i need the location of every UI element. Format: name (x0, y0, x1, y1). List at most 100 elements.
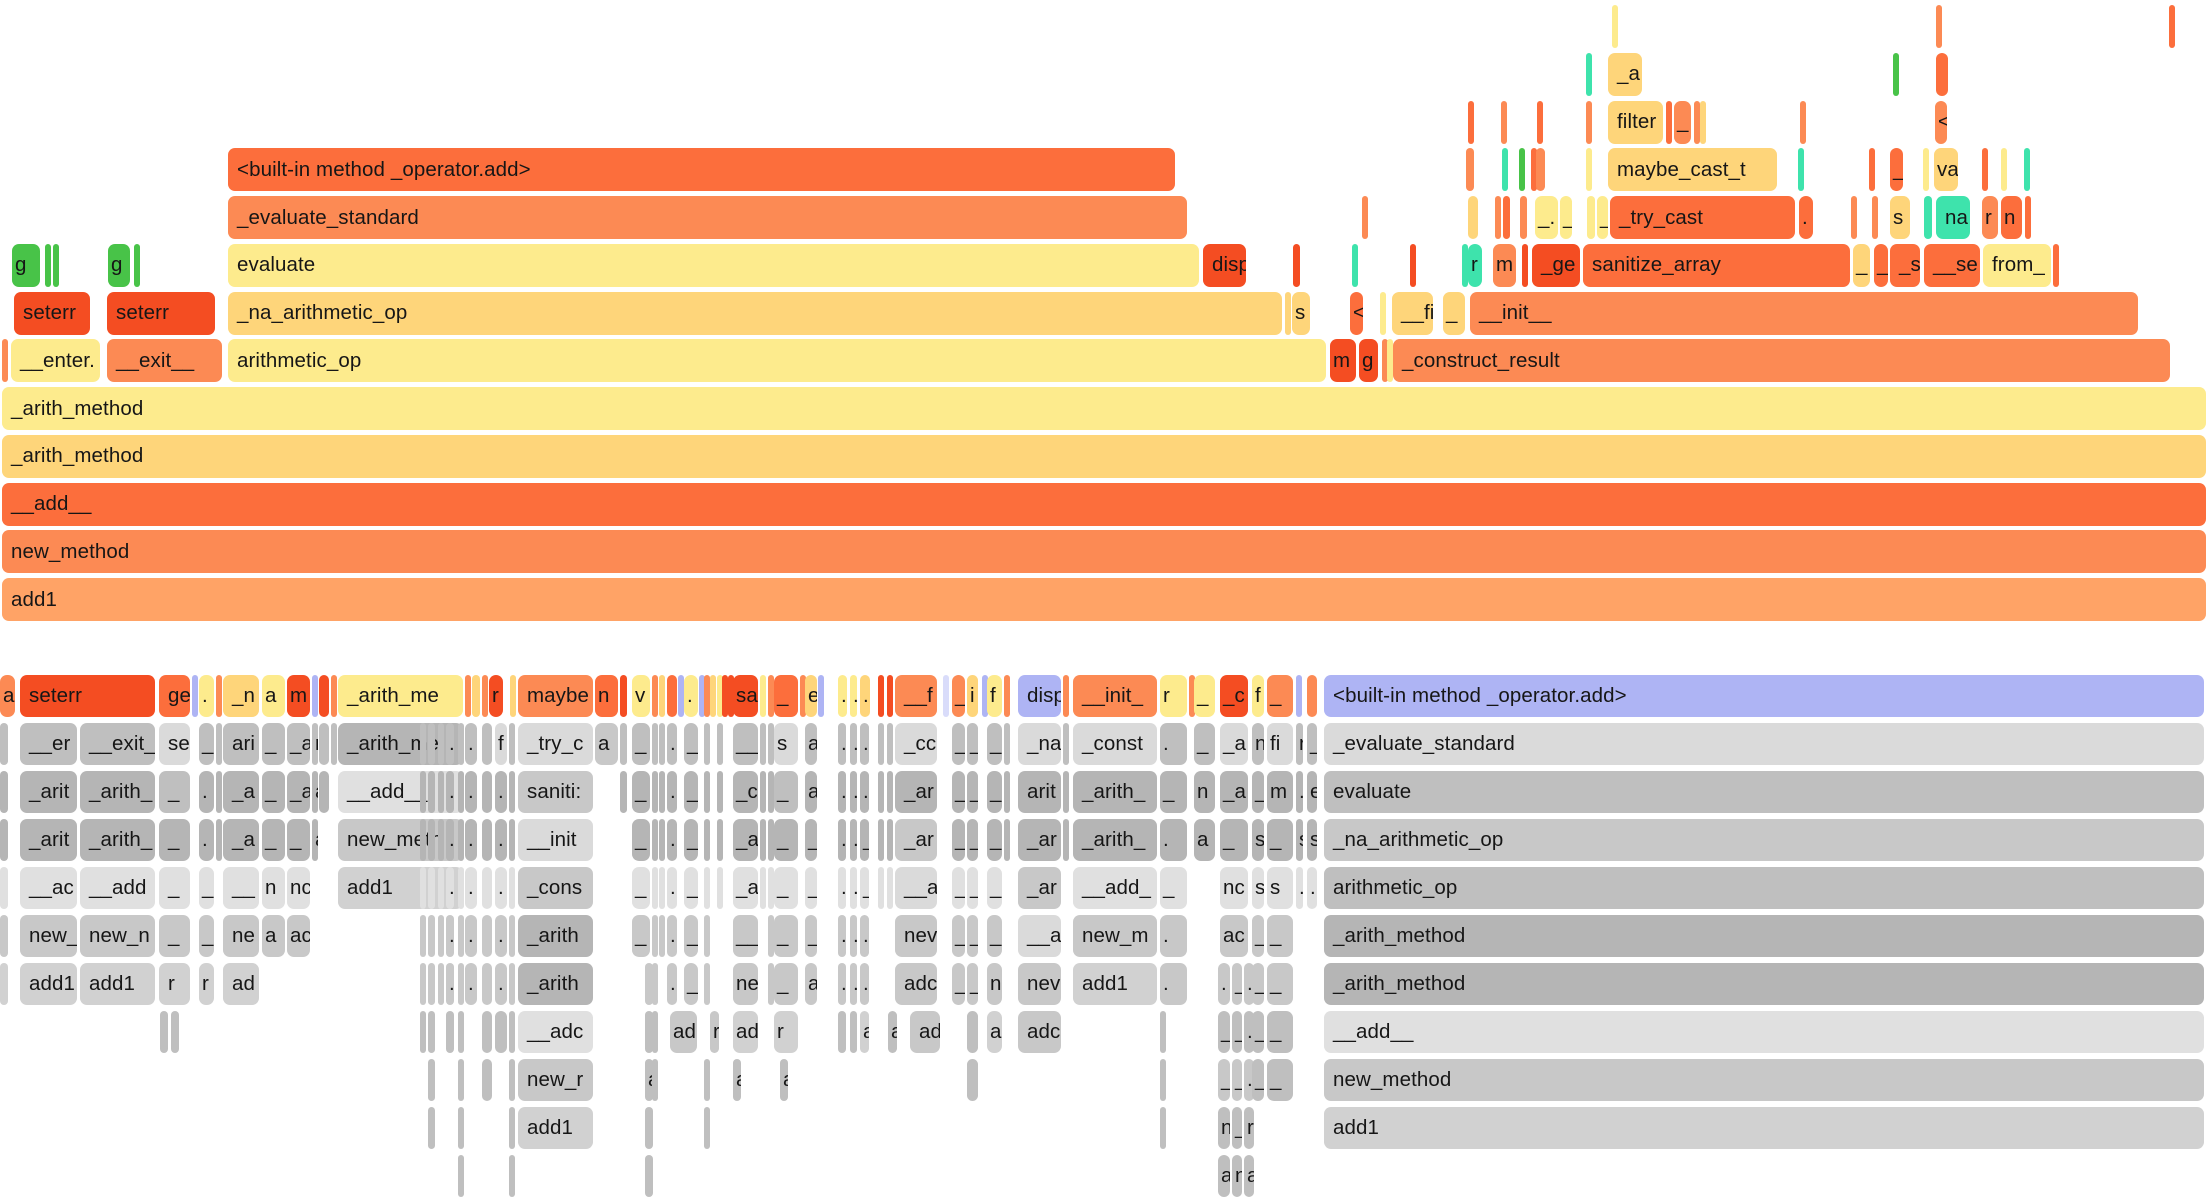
flame-frame[interactable]: v (632, 675, 650, 717)
flame-frame[interactable]: . (850, 723, 857, 765)
flame-frame[interactable]: _ (967, 819, 978, 861)
flame-frame[interactable] (1466, 148, 1474, 192)
flame-frame[interactable] (420, 771, 426, 813)
flame-frame[interactable] (458, 819, 464, 861)
flame-frame[interactable]: . (1160, 723, 1187, 765)
flame-frame[interactable]: . (495, 915, 507, 957)
flame-frame[interactable]: . (465, 723, 477, 765)
flame-frame[interactable]: a (312, 819, 318, 861)
flame-frame[interactable]: _ (1252, 1011, 1264, 1053)
flame-frame[interactable]: __er (20, 723, 77, 765)
flame-frame[interactable] (420, 1011, 426, 1053)
flame-frame[interactable] (760, 723, 766, 765)
flame-frame[interactable]: _ (952, 675, 965, 717)
flame-frame[interactable]: _a (733, 867, 758, 909)
flame-frame[interactable]: __init__ (1470, 291, 2138, 335)
flame-frame[interactable]: . (199, 675, 214, 717)
flame-frame[interactable] (0, 915, 8, 957)
flame-frame[interactable] (509, 1011, 515, 1053)
flame-frame[interactable]: . (495, 867, 507, 909)
flame-frame[interactable]: _na (1018, 723, 1061, 765)
flame-frame[interactable]: . (465, 771, 477, 813)
flame-frame[interactable]: r (199, 963, 214, 1005)
flame-frame[interactable]: ad (223, 963, 259, 1005)
flame-frame[interactable]: new_n (80, 915, 155, 957)
flame-frame[interactable]: _ (952, 771, 965, 813)
flame-frame[interactable] (458, 1155, 464, 1197)
flame-frame[interactable] (1004, 771, 1010, 813)
flame-frame[interactable]: _ (1853, 243, 1870, 287)
flame-frame[interactable]: _ (287, 819, 310, 861)
flame-frame[interactable]: . (850, 867, 857, 909)
flame-frame[interactable]: ad (733, 1011, 758, 1053)
flame-frame[interactable] (1537, 100, 1543, 144)
flame-frame[interactable]: maybe_cast_t (1608, 148, 1777, 192)
flame-frame[interactable]: nev (895, 915, 937, 957)
flame-frame[interactable]: disp (1203, 243, 1246, 287)
flame-frame[interactable] (216, 771, 222, 813)
flame-frame[interactable] (645, 963, 653, 1005)
flame-frame[interactable]: new_method (1324, 1059, 2204, 1101)
flame-frame[interactable]: _ (860, 867, 869, 909)
flame-frame[interactable] (1893, 52, 1899, 96)
flame-frame[interactable]: _ (1252, 963, 1264, 1005)
flame-frame[interactable] (1936, 52, 1948, 96)
flame-frame[interactable] (458, 723, 464, 765)
flame-frame[interactable] (722, 675, 728, 717)
flame-frame[interactable]: _arith_ (1073, 771, 1157, 813)
flame-frame[interactable]: _a (1220, 723, 1248, 765)
flame-frame[interactable] (509, 1107, 515, 1149)
flame-frame[interactable]: _ (1443, 291, 1465, 335)
flame-frame[interactable]: _na_arithmetic_op (1324, 819, 2204, 861)
flame-frame[interactable] (659, 915, 665, 957)
flame-frame[interactable] (1694, 100, 1700, 144)
flame-frame[interactable] (458, 1011, 464, 1053)
flame-frame[interactable] (768, 915, 774, 957)
flame-frame[interactable]: __ (733, 915, 758, 957)
flame-frame[interactable] (510, 675, 516, 717)
flame-frame[interactable]: ge (159, 675, 190, 717)
flame-frame[interactable] (0, 963, 8, 1005)
flame-frame[interactable]: _ (199, 867, 214, 909)
flame-frame[interactable]: __exit__ (107, 339, 222, 383)
flame-frame[interactable] (428, 867, 435, 909)
flame-frame[interactable] (1503, 196, 1510, 239)
flame-frame[interactable] (768, 723, 774, 765)
flame-frame[interactable]: nev (1018, 963, 1061, 1005)
flame-frame[interactable]: a (595, 723, 618, 765)
flame-frame[interactable]: _na_arithmetic_op (228, 291, 1282, 335)
flame-frame[interactable]: n (262, 867, 285, 909)
flame-frame[interactable] (652, 1059, 658, 1101)
flame-frame[interactable] (1380, 291, 1386, 335)
flame-frame[interactable]: ad (670, 1011, 697, 1053)
flame-frame[interactable]: f (1252, 675, 1264, 717)
flame-frame[interactable]: seterr (20, 675, 155, 717)
flame-frame[interactable] (1004, 675, 1010, 717)
flame-frame[interactable]: _arith_method (2, 434, 2206, 478)
flame-frame[interactable] (1307, 675, 1317, 717)
flame-frame[interactable]: . (1160, 819, 1187, 861)
flame-frame[interactable] (1522, 243, 1528, 287)
flame-frame[interactable]: a (860, 1011, 869, 1053)
flame-frame[interactable]: . (446, 915, 454, 957)
flame-frame[interactable]: _ (1160, 771, 1187, 813)
flame-frame[interactable] (652, 867, 658, 909)
flame-frame[interactable] (2, 339, 8, 383)
flame-frame[interactable]: n (987, 963, 1002, 1005)
flame-frame[interactable]: _ (987, 867, 1002, 909)
flame-frame[interactable] (1410, 243, 1416, 287)
flame-frame[interactable] (458, 867, 464, 909)
flame-frame[interactable] (717, 723, 723, 765)
flame-frame[interactable] (645, 1155, 653, 1197)
flame-frame[interactable]: _ (805, 915, 817, 957)
flame-frame[interactable] (1004, 819, 1010, 861)
flame-frame[interactable]: _a (223, 771, 259, 813)
flame-frame[interactable]: . (446, 819, 454, 861)
flame-frame[interactable]: a (645, 1059, 653, 1101)
flame-frame[interactable]: _ (1232, 963, 1242, 1005)
flame-frame[interactable]: _ (1597, 196, 1608, 239)
flame-frame[interactable]: r (312, 723, 318, 765)
flame-frame[interactable] (428, 963, 435, 1005)
flame-frame[interactable]: n (1252, 723, 1264, 765)
flame-frame[interactable]: seterr (107, 291, 215, 335)
